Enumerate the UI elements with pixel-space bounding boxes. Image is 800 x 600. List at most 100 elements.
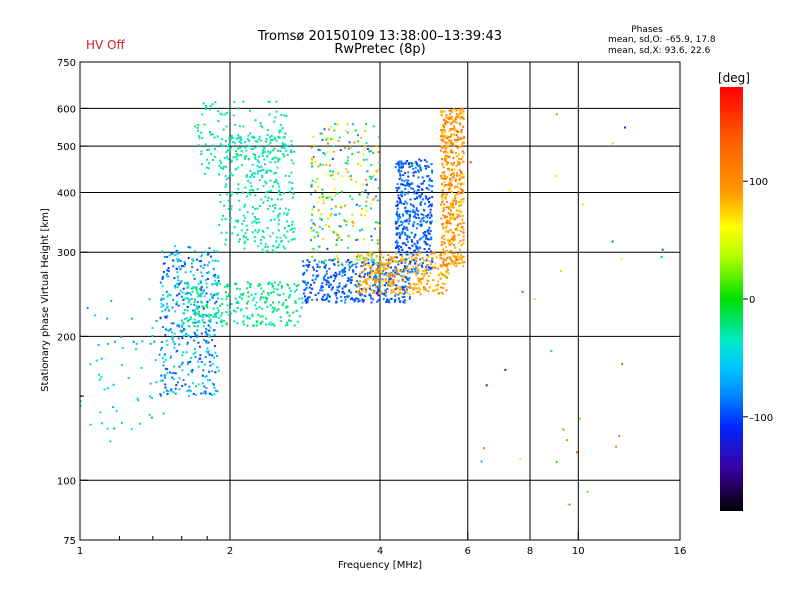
data-point [269,189,272,192]
data-point [225,322,228,325]
data-point [275,309,278,312]
data-point [415,245,418,248]
data-point [399,173,401,176]
data-point [181,265,183,268]
data-point [449,216,452,219]
data-point [430,205,433,208]
data-point [186,287,189,289]
data-point [429,203,432,206]
data-point [365,287,368,290]
data-point [202,307,205,310]
data-point [171,338,174,341]
data-point [255,324,258,327]
data-point [249,132,252,135]
data-point [444,215,447,218]
data-point [427,175,430,178]
data-point [332,138,335,141]
data-point [454,152,457,155]
data-point [442,260,445,263]
data-point [243,205,246,208]
data-point [345,283,348,286]
data-point [244,232,247,235]
data-point [176,258,179,260]
data-point [403,288,405,291]
data-point [279,236,282,239]
data-point [286,220,289,223]
data-point [385,291,387,294]
data-point [349,195,352,198]
data-point [190,297,193,300]
data-point [413,211,416,213]
data-point [247,157,250,160]
data-point [328,295,331,298]
data-point [452,151,454,154]
data-point [442,225,445,228]
data-point [462,200,465,203]
data-point [434,262,437,265]
data-point [304,295,306,298]
data-point [425,167,428,170]
data-point [121,421,123,424]
data-point [389,281,392,284]
data-point [350,276,353,279]
data-point [247,295,250,298]
data-point [324,279,327,281]
data-point [321,286,324,288]
data-point [203,289,205,292]
data-point [402,293,405,296]
data-point [265,140,267,143]
data-point [352,222,355,225]
data-point [236,322,239,325]
data-point [461,142,464,145]
data-point [431,259,433,262]
data-point [386,267,389,270]
data-point [315,275,318,278]
data-point [187,373,190,376]
data-point [456,213,459,216]
data-point [409,198,412,201]
data-point [441,139,444,142]
data-point [226,304,229,307]
data-point [241,222,244,225]
data-point [213,136,216,139]
data-point [357,283,360,285]
stats-line-o: mean, sd,O: –65.9, 17.8 [608,35,716,45]
data-point [205,350,208,353]
data-point [396,260,399,263]
data-point [445,176,447,179]
data-point [301,297,304,300]
data-point [343,219,346,222]
data-point [206,347,209,350]
data-point [423,259,426,262]
data-point [284,324,287,327]
data-point [422,231,425,234]
data-point [166,329,169,332]
colorbar-tick-label: –100 [749,413,773,424]
data-point [461,256,463,259]
data-point [179,259,182,262]
data-point [251,315,254,318]
data-point [395,247,398,249]
data-point [354,263,357,266]
data-point [203,321,206,324]
data-point [283,114,286,117]
data-point [251,189,254,191]
data-point [340,262,343,265]
data-point [404,233,407,236]
data-point [443,171,446,174]
data-point [283,192,286,195]
data-point [189,318,192,321]
data-point [443,110,446,113]
data-point [450,149,452,152]
data-point [460,183,463,186]
data-point [209,131,211,133]
data-point [441,162,444,165]
data-point [458,157,461,160]
data-point [581,203,584,206]
data-point [457,258,460,261]
data-point [202,102,205,105]
data-point [110,299,113,302]
data-point [223,285,226,288]
data-point [457,153,460,156]
data-point [403,268,405,271]
